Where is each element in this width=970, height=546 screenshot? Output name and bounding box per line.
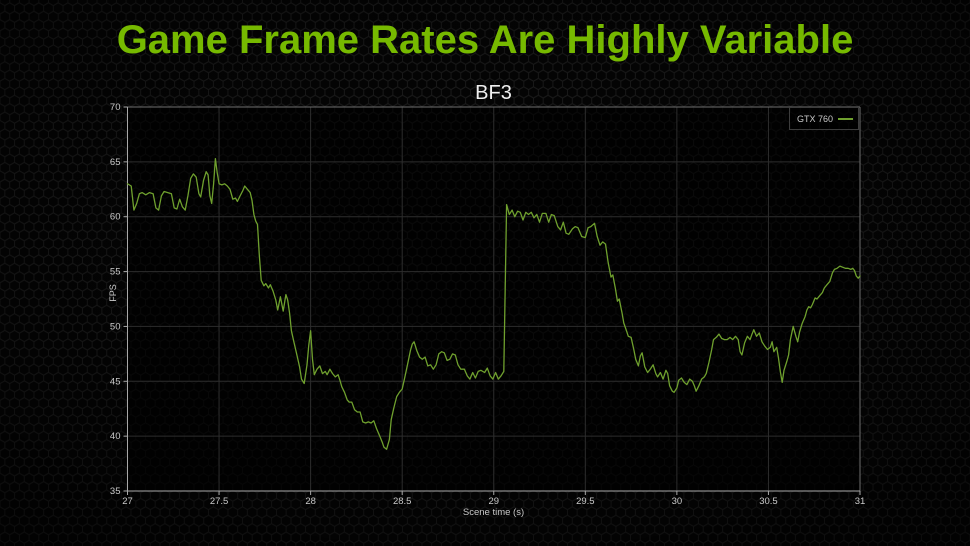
y-tick-label: 70	[110, 102, 121, 113]
y-axis-label: FPS	[108, 284, 118, 302]
y-tick-label: 50	[110, 321, 121, 332]
y-tick-label: 35	[110, 486, 121, 497]
x-axis-label: Scene time (s)	[462, 507, 525, 518]
x-tick-label: 30.5	[759, 496, 778, 507]
series-line-gtx-760	[126, 157, 861, 450]
y-tick-label: 60	[110, 212, 121, 223]
x-tick-label: 31	[855, 496, 866, 507]
x-tick-label: 28.5	[393, 496, 412, 507]
chart-title: BF3	[475, 82, 512, 104]
legend-label: GTX 760	[796, 113, 833, 124]
x-tick-label: 29.5	[576, 496, 595, 507]
x-tick-label: 27	[122, 496, 133, 507]
legend: GTX 760	[789, 107, 859, 130]
x-tick-label: 29	[488, 496, 499, 507]
y-tick-label: 40	[110, 431, 121, 442]
y-tick-label: 55	[110, 267, 121, 278]
x-tick-label: 28	[305, 496, 316, 507]
y-tick-label: 45	[110, 376, 121, 387]
y-tick-label: 65	[110, 157, 121, 168]
x-tick-label: 27.5	[210, 496, 229, 507]
legend-line-sample	[838, 117, 853, 120]
x-tick-label: 30	[672, 496, 683, 507]
slide-title: Game Frame Rates Are Highly Variable	[116, 18, 854, 62]
